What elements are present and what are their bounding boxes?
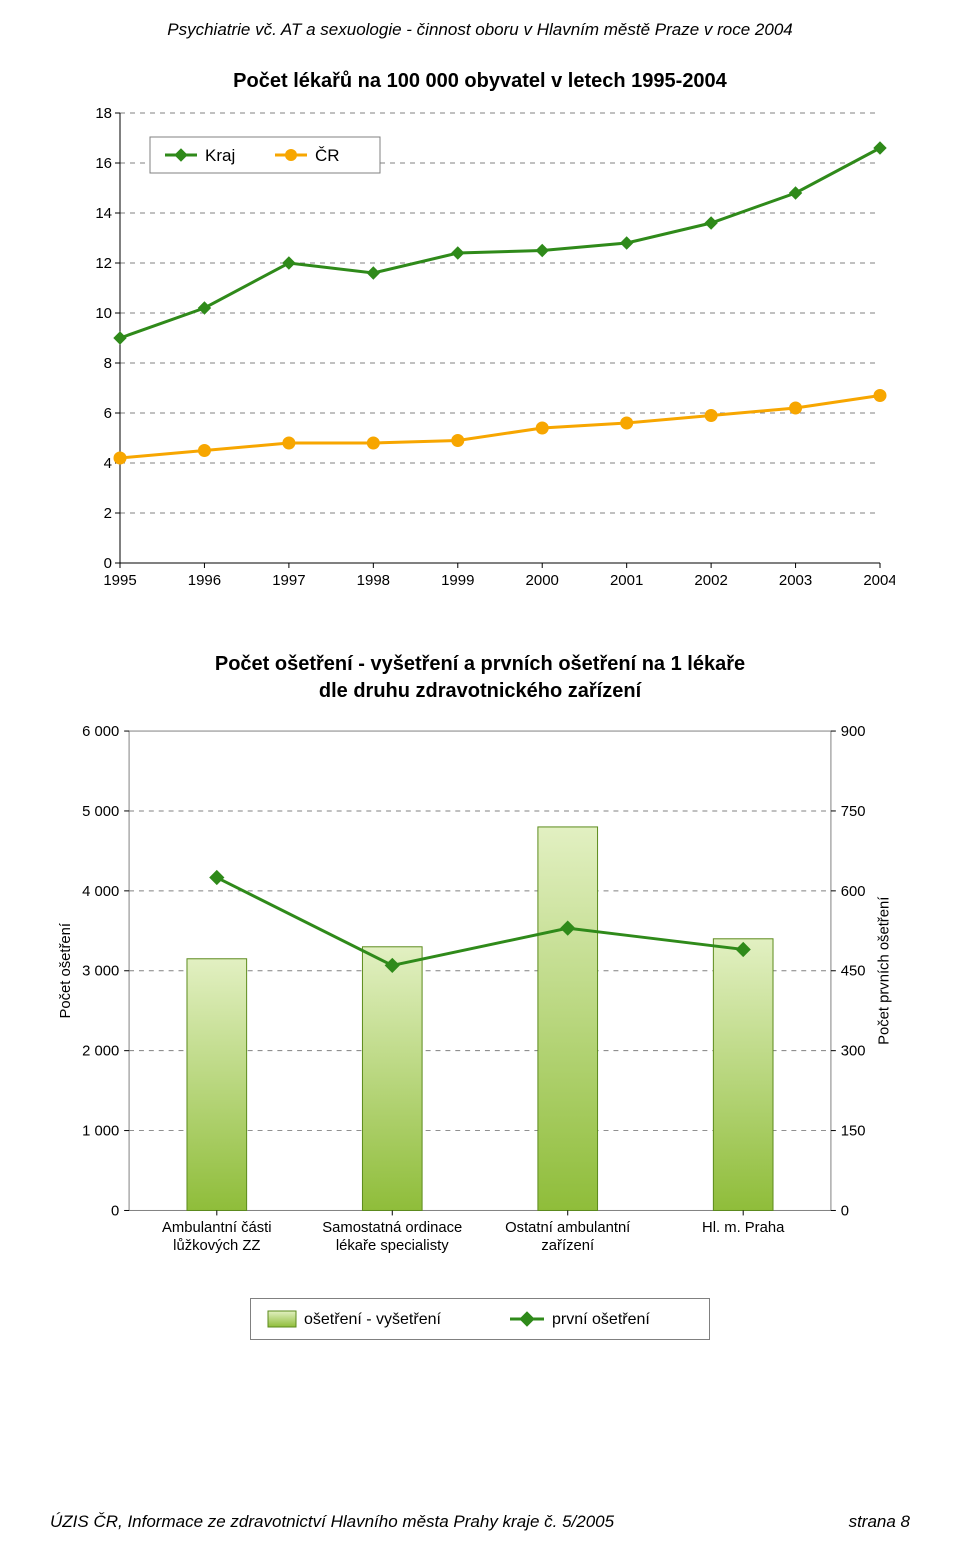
svg-text:16: 16 (95, 155, 112, 172)
svg-text:Samostatná ordinace: Samostatná ordinace (322, 1220, 462, 1236)
svg-text:lůžkových ZZ: lůžkových ZZ (173, 1238, 260, 1254)
svg-text:750: 750 (841, 804, 866, 820)
svg-text:lékaře specialisty: lékaře specialisty (336, 1238, 449, 1254)
svg-text:ošetření - vyšetření: ošetření - vyšetření (304, 1311, 442, 1328)
svg-text:150: 150 (841, 1124, 866, 1140)
svg-text:1999: 1999 (441, 572, 474, 589)
svg-text:4 000: 4 000 (82, 884, 119, 900)
footer-right: strana 8 (849, 1512, 910, 1532)
svg-text:300: 300 (841, 1044, 866, 1060)
chart-gap (50, 603, 910, 653)
chart2-legend: ošetření - vyšetření první ošetření (250, 1298, 710, 1340)
svg-text:Ambulantní části: Ambulantní části (162, 1220, 272, 1236)
svg-text:zařízení: zařízení (541, 1238, 595, 1254)
svg-text:0: 0 (104, 555, 112, 572)
svg-text:1995: 1995 (103, 572, 136, 589)
svg-text:14: 14 (95, 205, 112, 222)
page: Psychiatrie vč. AT a sexuologie - činnos… (0, 0, 960, 1550)
chart2-legend-wrap: ošetření - vyšetření první ošetření (50, 1298, 910, 1340)
svg-text:Počet ošetření: Počet ošetření (58, 922, 74, 1018)
svg-text:0: 0 (111, 1203, 119, 1219)
svg-text:2004: 2004 (863, 572, 895, 589)
chart1-wrap: 0 2 4 6 8 10 12 14 16 18 1995 1996 1997 1998 1999 2000 2… (50, 103, 910, 603)
svg-text:1996: 1996 (188, 572, 221, 589)
svg-text:2 000: 2 000 (82, 1044, 119, 1060)
svg-text:900: 900 (841, 724, 866, 740)
svg-text:ČR: ČR (315, 146, 340, 165)
svg-text:5 000: 5 000 (82, 804, 119, 820)
svg-text:2: 2 (104, 505, 112, 522)
chart2-title-line1: Počet ošetření - vyšetření a prvních oše… (50, 653, 910, 676)
svg-text:Ostatní ambulantní: Ostatní ambulantní (505, 1220, 631, 1236)
chart1-title: Počet lékařů na 100 000 obyvatel v letec… (50, 70, 910, 93)
svg-text:1997: 1997 (272, 572, 305, 589)
svg-text:6 000: 6 000 (82, 724, 119, 740)
svg-text:450: 450 (841, 964, 866, 980)
svg-text:3 000: 3 000 (82, 964, 119, 980)
chart2-bar-line-chart: 0 1 000 2 000 3 000 4 000 5 000 6 000 0 150 300 45… (50, 713, 910, 1273)
svg-text:Hl. m. Praha: Hl. m. Praha (702, 1220, 785, 1236)
chart2-title-line2: dle druhu zdravotnického zařízení (50, 680, 910, 703)
svg-text:10: 10 (95, 305, 112, 322)
svg-text:1998: 1998 (357, 572, 390, 589)
svg-text:1 000: 1 000 (82, 1124, 119, 1140)
svg-text:18: 18 (95, 105, 112, 122)
svg-text:Kraj: Kraj (205, 146, 235, 165)
svg-text:2000: 2000 (526, 572, 559, 589)
svg-text:2003: 2003 (779, 572, 812, 589)
svg-text:4: 4 (104, 455, 112, 472)
page-footer: ÚZIS ČR, Informace ze zdravotnictví Hlav… (50, 1512, 910, 1532)
svg-text:Počet prvních ošetření: Počet prvních ošetření (876, 896, 892, 1045)
svg-text:600: 600 (841, 884, 866, 900)
svg-text:12: 12 (95, 255, 112, 272)
svg-text:0: 0 (841, 1203, 849, 1219)
svg-text:2002: 2002 (694, 572, 727, 589)
chart1-line-chart: 0 2 4 6 8 10 12 14 16 18 1995 1996 1997 1998 1999 2000 2… (65, 103, 895, 603)
page-header: Psychiatrie vč. AT a sexuologie - činnos… (50, 20, 910, 40)
svg-text:8: 8 (104, 355, 112, 372)
svg-text:6: 6 (104, 405, 112, 422)
footer-left: ÚZIS ČR, Informace ze zdravotnictví Hlav… (50, 1512, 614, 1532)
svg-text:první ošetření: první ošetření (552, 1311, 650, 1328)
chart2-wrap: 0 1 000 2 000 3 000 4 000 5 000 6 000 0 150 300 45… (50, 713, 910, 1273)
svg-text:2001: 2001 (610, 572, 643, 589)
